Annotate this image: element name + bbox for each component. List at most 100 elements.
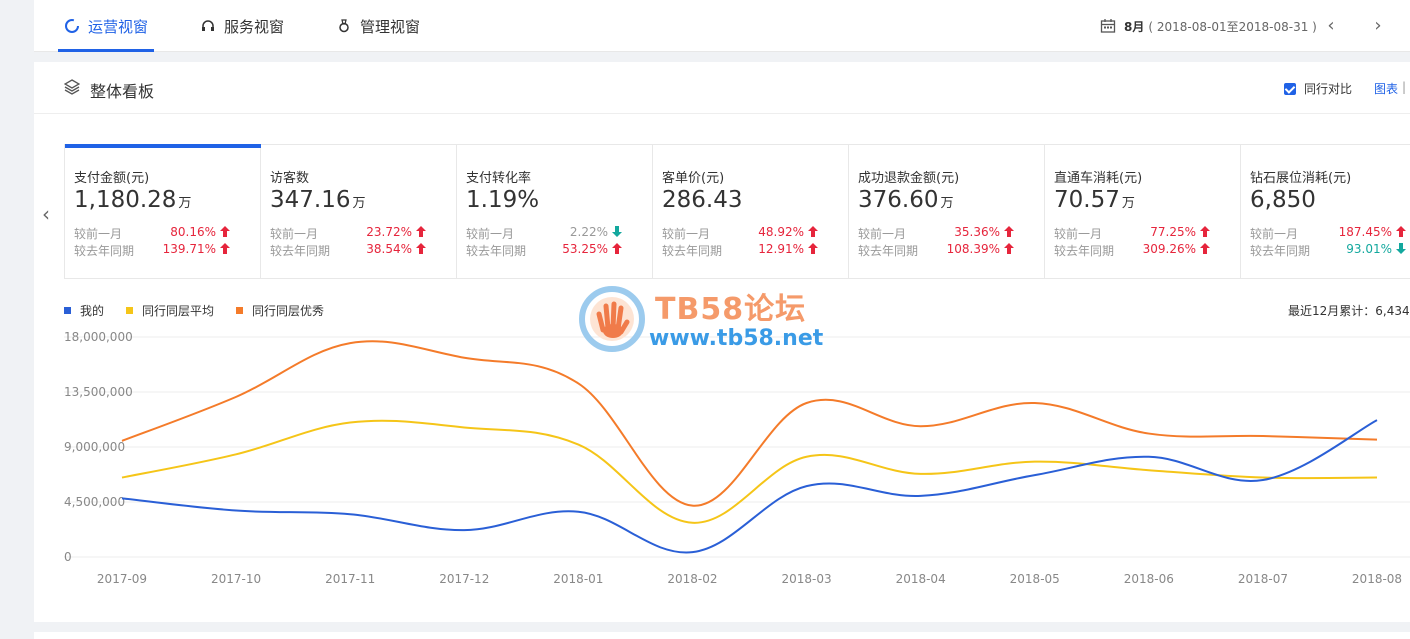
mom-label: 较前一月 (270, 227, 319, 241)
mom-value: 48.92% (758, 225, 804, 239)
arrow-down-icon (612, 226, 622, 240)
arrow-up-icon (1200, 226, 1210, 240)
arrow-up-icon (416, 226, 426, 240)
yoy-label: 较去年同期 (74, 244, 135, 258)
legend-swatch (236, 307, 244, 314)
compare-checkbox[interactable] (1284, 82, 1296, 95)
arrow-up-icon (220, 226, 230, 240)
chart-link[interactable]: 图表 (1374, 82, 1399, 96)
next-month-button[interactable]: › (1368, 16, 1388, 36)
top-nav: 运营视窗 服务视窗 管理视窗 8月 ( 2018-08-01至2018-08-3… (34, 0, 1410, 52)
hand-logo-icon (579, 286, 645, 352)
x-tick-label: 2018-03 (781, 572, 831, 586)
kpi-card[interactable]: 钻石展位消耗(元) 6,850 较前一月 187.45% 较去年同期 93.01% (1241, 145, 1410, 279)
kpi-card[interactable]: 成功退款金额(元) 376.60 万较前一月 35.36% 较去年同期 108.39% (849, 145, 1045, 279)
kpi-unit: 万 (352, 196, 366, 211)
kpi-mom-row: 较前一月 48.92% (662, 225, 822, 241)
kpi-mom-row: 较前一月 187.45% (1250, 225, 1410, 241)
kpi-number: 286.43 (662, 187, 743, 213)
compare-toggle[interactable]: 同行对比 (1284, 80, 1352, 97)
mom-label: 较前一月 (466, 227, 515, 241)
kpi-label: 支付转化率 (466, 171, 532, 186)
y-tick-label: 4,500,000 (64, 495, 125, 509)
kpi-card[interactable]: 支付转化率 1.19% 较前一月 2.22% 较去年同期 53.25% (457, 145, 653, 279)
series-line (121, 419, 1378, 554)
mom-label: 较前一月 (858, 227, 907, 241)
arrow-up-icon (612, 243, 622, 257)
panel-header: 整体看板 同行对比 图表 | (34, 62, 1410, 114)
legend-swatch (64, 307, 71, 314)
yoy-label: 较去年同期 (662, 244, 723, 258)
overview-panel: 整体看板 同行对比 图表 | ‹ 支付金额(元) 1,180.28 万较前一月 80.… (34, 62, 1410, 622)
mom-value: 2.22% (569, 225, 608, 239)
kpi-yoy-row: 较去年同期 108.39% (858, 242, 1018, 258)
kpi-label: 成功退款金额(元) (858, 171, 960, 186)
kpi-yoy-row: 较去年同期 139.71% (74, 242, 234, 258)
legend-label: 我的 (80, 304, 105, 318)
kpi-yoy-row: 较去年同期 53.25% (466, 242, 626, 258)
calendar-icon (1100, 19, 1116, 33)
y-tick-label: 18,000,000 (64, 330, 133, 344)
arrow-up-icon (808, 226, 818, 240)
tab-operations[interactable]: 运营视窗 (57, 0, 155, 52)
chevron-left-icon: ‹ (42, 202, 50, 226)
x-tick-label: 2017-12 (439, 572, 489, 586)
legend-item[interactable]: 同行同层平均 (126, 302, 214, 319)
mom-value: 35.36% (954, 225, 1000, 239)
kpi-value: 1,180.28 万 (74, 187, 191, 213)
watermark-url: www.tb58.net (649, 326, 824, 351)
watermark-title: TB58论坛 (655, 292, 807, 327)
yoy-value: 12.91% (758, 242, 804, 256)
kpi-card[interactable]: 直通车消耗(元) 70.57 万较前一月 77.25% 较去年同期 309.26% (1045, 145, 1241, 279)
legend-item[interactable]: 同行同层优秀 (236, 302, 324, 319)
legend-item[interactable]: 我的 (64, 302, 104, 319)
kpi-value: 70.57 万 (1054, 187, 1135, 213)
yoy-label: 较去年同期 (466, 244, 527, 258)
legend-label: 同行同层平均 (142, 304, 215, 318)
x-tick-label: 2017-09 (97, 572, 147, 586)
mom-value: 80.16% (170, 225, 216, 239)
tab-service[interactable]: 服务视窗 (200, 0, 284, 52)
kpi-yoy-row: 较去年同期 38.54% (270, 242, 430, 258)
kpi-yoy-row: 较去年同期 93.01% (1250, 242, 1410, 258)
legend-swatch (126, 307, 134, 314)
kpi-value: 376.60 万 (858, 187, 954, 213)
yoy-label: 较去年同期 (1250, 244, 1311, 258)
prev-month-button[interactable]: ‹ (1321, 16, 1341, 36)
kpi-number: 376.60 (858, 187, 939, 213)
cumulative-total: 最近12月累计：6,434.8 (1288, 304, 1410, 318)
y-tick-label: 9,000,000 (64, 440, 125, 454)
arrow-up-icon (416, 243, 426, 257)
date-picker[interactable]: 8月 ( 2018-08-01至2018-08-31 ) (1100, 0, 1317, 52)
kpi-strip: 支付金额(元) 1,180.28 万较前一月 80.16% 较去年同期 139.71% 访客… (64, 144, 1410, 279)
kpi-value: 286.43 (662, 187, 744, 213)
tab-manage[interactable]: 管理视窗 (336, 0, 420, 52)
yoy-label: 较去年同期 (270, 244, 331, 258)
kpi-mom-row: 较前一月 35.36% (858, 225, 1018, 241)
arrow-up-icon (808, 243, 818, 257)
series-line (121, 340, 1378, 507)
arrow-up-icon (1396, 226, 1406, 240)
x-tick-label: 2018-04 (896, 572, 946, 586)
date-range: ( 2018-08-01至2018-08-31 ) (1148, 19, 1317, 34)
kpi-unit: 万 (178, 196, 192, 211)
kpi-yoy-row: 较去年同期 309.26% (1054, 242, 1214, 258)
yoy-value: 309.26% (1142, 242, 1196, 256)
kpi-card[interactable]: 客单价(元) 286.43 较前一月 48.92% 较去年同期 12.91% (653, 145, 849, 279)
yoy-value: 93.01% (1346, 242, 1392, 256)
kpi-mom-row: 较前一月 23.72% (270, 225, 430, 241)
kpi-label: 支付金额(元) (74, 171, 150, 186)
kpi-card[interactable]: 支付金额(元) 1,180.28 万较前一月 80.16% 较去年同期 139.71% (65, 144, 261, 279)
kpi-yoy-row: 较去年同期 12.91% (662, 242, 822, 258)
separator: | (1402, 80, 1407, 94)
kpi-label: 客单价(元) (662, 171, 725, 186)
mom-label: 较前一月 (1054, 227, 1103, 241)
operations-icon (65, 19, 79, 33)
kpi-number: 347.16 (270, 187, 351, 213)
kpi-prev-button[interactable]: ‹ (42, 202, 50, 226)
arrow-up-icon (220, 243, 230, 257)
arrow-up-icon (1200, 243, 1210, 257)
x-tick-label: 2017-10 (211, 572, 261, 586)
kpi-card[interactable]: 访客数 347.16 万较前一月 23.72% 较去年同期 38.54% (261, 145, 457, 279)
tab-manage-label: 管理视窗 (360, 17, 421, 36)
